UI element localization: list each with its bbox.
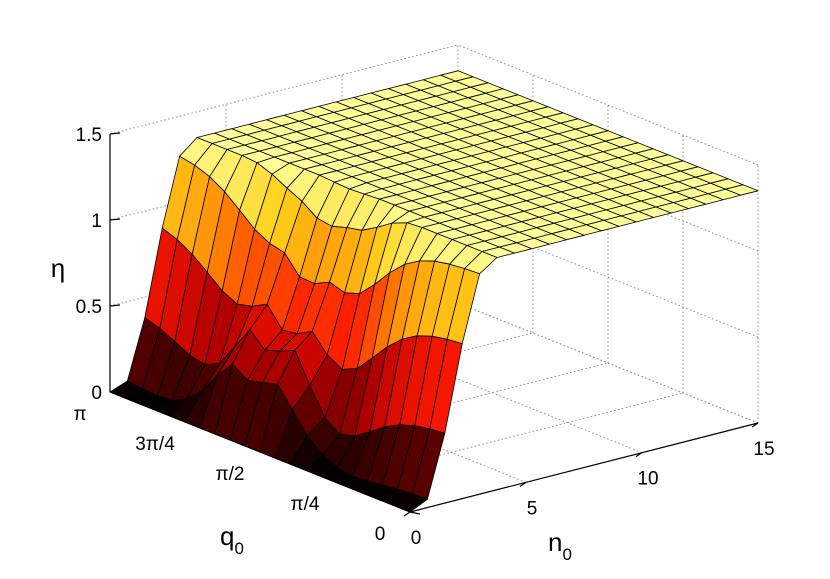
- tick-label-q0-1: π/4: [291, 494, 320, 515]
- tick-label-q0-0: 0: [375, 524, 386, 545]
- tick-mark-eta-1: [109, 304, 121, 307]
- tick-mark-n0-3: [751, 422, 759, 428]
- grid-line-z-right-3: [457, 44, 759, 166]
- tick-label-q0-4: π: [73, 404, 86, 425]
- tick-label-eta-1: 0.5: [76, 297, 102, 318]
- tick-label-n0-1: 5: [527, 498, 538, 519]
- tick-mark-n0-2: [635, 452, 643, 458]
- tick-label-n0-0: 0: [411, 528, 422, 549]
- axis-label-q0: q0: [220, 521, 244, 558]
- axis-line-n0: [409, 422, 759, 513]
- tick-mark-n0-0: [403, 511, 411, 517]
- surface-patch-0-0: [394, 493, 428, 513]
- tick-mark-n0-1: [519, 481, 527, 487]
- tick-label-eta-3: 1.5: [76, 125, 102, 146]
- tick-label-eta-0: 0: [91, 383, 102, 404]
- surface-layer: [109, 70, 759, 513]
- tick-mark-eta-3: [109, 132, 121, 135]
- tick-label-q0-2: π/2: [216, 464, 245, 485]
- tick-label-n0-3: 15: [753, 439, 774, 460]
- axis-label-eta: η: [51, 253, 65, 283]
- tick-label-n0-2: 10: [637, 469, 658, 490]
- tick-mark-q0-0: [409, 511, 421, 515]
- tick-label-eta-2: 1: [91, 211, 102, 232]
- tick-label-q0-3: 3π/4: [135, 434, 175, 455]
- axis-label-n0: n0: [548, 527, 572, 564]
- tick-mark-eta-2: [109, 218, 121, 221]
- grid-line-x-floor-3: [457, 302, 759, 424]
